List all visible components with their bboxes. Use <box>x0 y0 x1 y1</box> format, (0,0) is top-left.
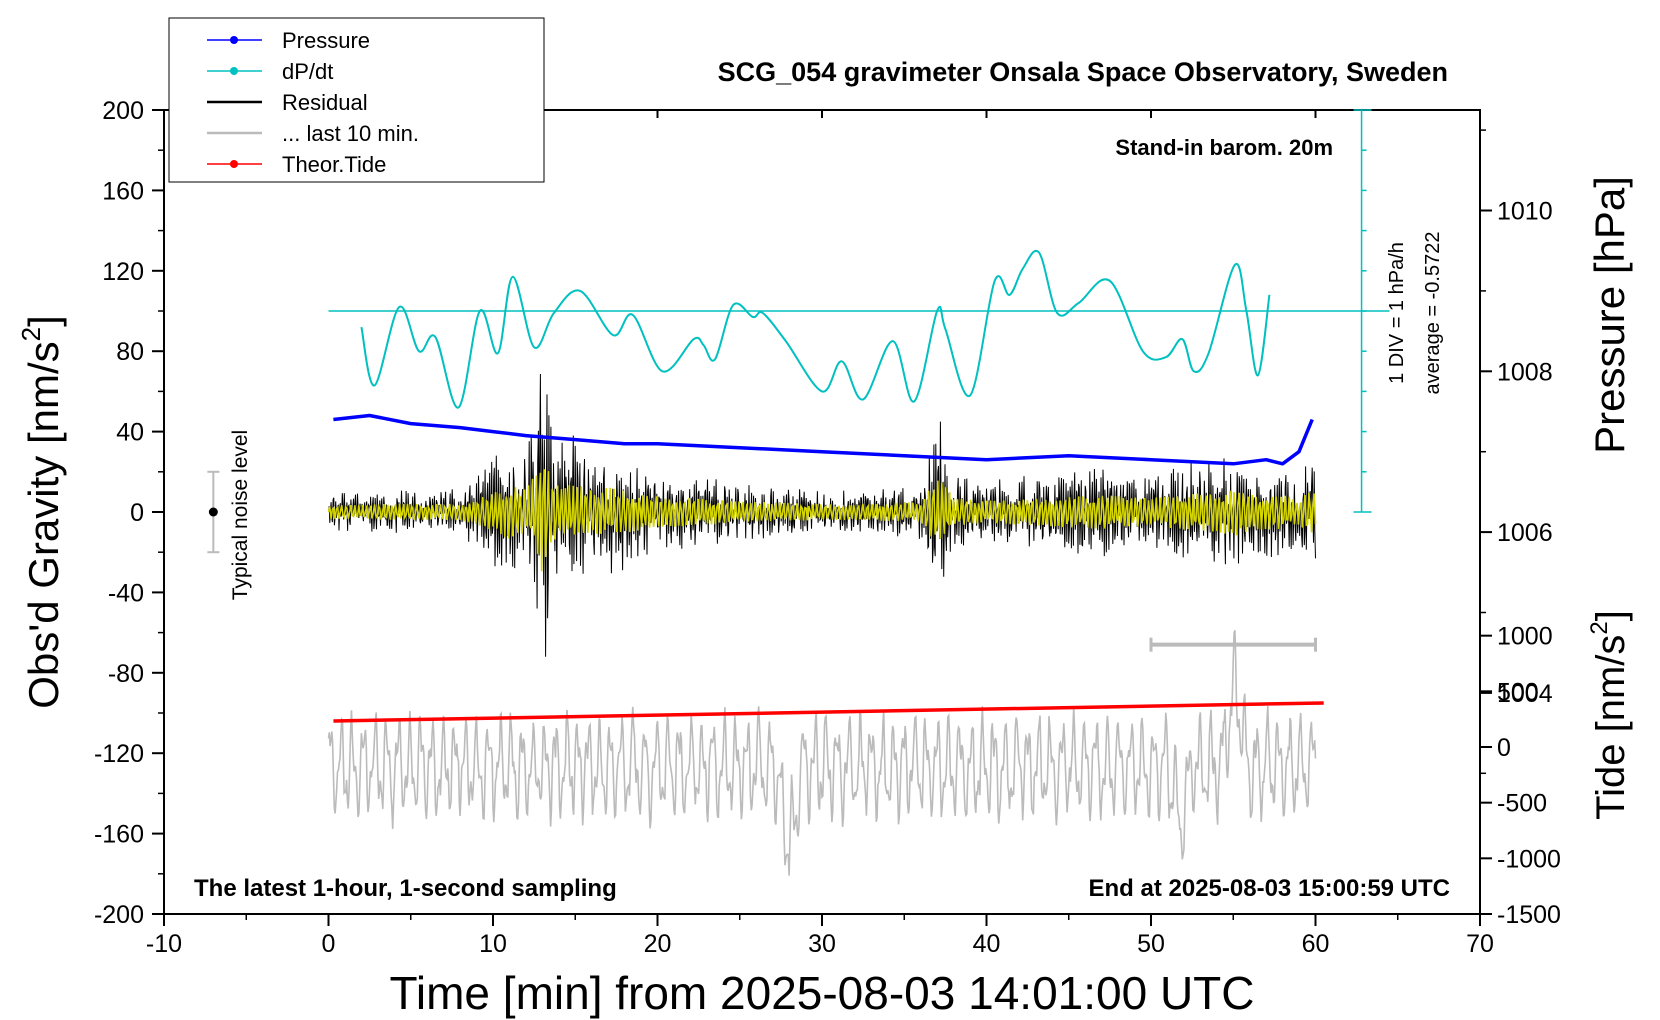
legend: Pressure dP/dt Residual ... last 10 min. The… <box>168 17 545 183</box>
legend-marker <box>230 36 238 44</box>
chart-title: SCG_054 gravimeter Onsala Space Observat… <box>718 57 1448 87</box>
y-tick-label: 200 <box>102 97 144 125</box>
x-tick-label: 20 <box>644 930 672 958</box>
y-tick-label: -200 <box>94 901 144 929</box>
x-tick-label: 70 <box>1466 930 1494 958</box>
pressure-line <box>333 413 1314 466</box>
pressure-tick-label: 1004 <box>1497 680 1553 708</box>
y-axis-label-end: ] <box>20 315 67 327</box>
last-10-min-trace <box>327 630 1317 876</box>
dpdt-div-label: 1 DIV = 1 hPa/h <box>1386 242 1408 384</box>
pressure-tick-label: 1008 <box>1497 358 1553 386</box>
legend-label: ... last 10 min. <box>282 121 419 146</box>
x-tick-label: 30 <box>808 930 836 958</box>
tide-line <box>333 701 1324 723</box>
tide-tick-label: -1000 <box>1497 845 1561 873</box>
y-tick-label: -40 <box>108 579 144 607</box>
tide-tick-label: -500 <box>1497 790 1547 818</box>
y-tick-label: -160 <box>94 821 144 849</box>
x-tick-label: 60 <box>1302 930 1330 958</box>
pressure-tick-label: 1010 <box>1497 198 1553 226</box>
x-axis-label: Time [min] from 2025-08-03 14:01:00 UTC <box>390 967 1255 1019</box>
dpdt-line <box>360 249 1271 409</box>
y-axis-label: Obs'd Gravity [nm/s2] <box>16 315 67 709</box>
legend-marker <box>230 67 238 75</box>
legend-label: Theor.Tide <box>282 152 386 177</box>
dpdt-average-label: average = -0.5722 <box>1422 232 1444 395</box>
tide-axis-label-sup: 2 <box>1586 621 1613 634</box>
tide-tick-label: 0 <box>1497 734 1511 762</box>
noise-dot <box>208 507 218 517</box>
latest-note: The latest 1-hour, 1-second sampling <box>194 875 617 902</box>
x-tick-labels: -10 0 10 20 30 40 50 60 70 <box>146 930 1494 958</box>
y-tick-labels: 200 160 120 80 40 0 -40 -80 -120 -160 -200 <box>94 97 144 929</box>
last10-line <box>327 630 1317 876</box>
pressure-tick-labels: 1010 1008 1006 1004 <box>1497 198 1553 708</box>
y-axis-label-main: Obs'd Gravity [nm/s <box>20 341 67 708</box>
tide-axis-label: Tide [nm/s2] <box>1586 610 1633 820</box>
end-at-note: End at 2025-08-03 15:00:59 UTC <box>1089 875 1451 902</box>
y-tick-label: 0 <box>130 499 144 527</box>
pressure-axis-label: Pressure [hPa] <box>1586 176 1633 454</box>
tide-trace <box>333 701 1324 723</box>
tide-tick-label: -1500 <box>1497 901 1561 929</box>
filtered-residual-trace <box>327 469 1317 572</box>
x-tick-label: 10 <box>479 930 507 958</box>
legend-marker <box>230 160 238 168</box>
x-tick-label: 0 <box>322 930 336 958</box>
y-axis-label-sup: 2 <box>16 327 46 341</box>
dpdt-trace <box>328 249 1390 409</box>
noise-level-marker <box>207 470 220 554</box>
stand-in-note: Stand-in barom. 20m <box>1115 135 1333 160</box>
pressure-tick-label: 1006 <box>1497 519 1553 547</box>
y-tick-label: -80 <box>108 660 144 688</box>
x-tick-label: 40 <box>973 930 1001 958</box>
y-tick-label: 40 <box>116 419 144 447</box>
x-tick-label: 50 <box>1137 930 1165 958</box>
x-tick-label: -10 <box>146 930 182 958</box>
pressure-trace <box>333 413 1314 466</box>
tide-tick-label: 500 <box>1497 678 1539 706</box>
y-tick-label: -120 <box>94 740 144 768</box>
tide-axis-label-main: Tide [nm/s <box>1589 635 1633 820</box>
tide-axis-label-end: ] <box>1589 610 1633 621</box>
legend-label: dP/dt <box>282 59 333 84</box>
y-tick-label: 160 <box>102 177 144 205</box>
y-tick-label: 120 <box>102 258 144 286</box>
filtered-residual-line <box>327 469 1317 572</box>
legend-label: Pressure <box>282 28 370 53</box>
tide-tick-labels: 1000 500 0 -500 -1000 -1500 <box>1497 623 1561 929</box>
legend-box <box>168 17 545 183</box>
dpdt-scale-bar <box>1353 109 1372 513</box>
noise-label: Typical noise level <box>229 430 252 600</box>
tide-tick-label: 1000 <box>1497 623 1553 651</box>
legend-label: Residual <box>282 90 368 115</box>
y-tick-label: 80 <box>116 338 144 366</box>
